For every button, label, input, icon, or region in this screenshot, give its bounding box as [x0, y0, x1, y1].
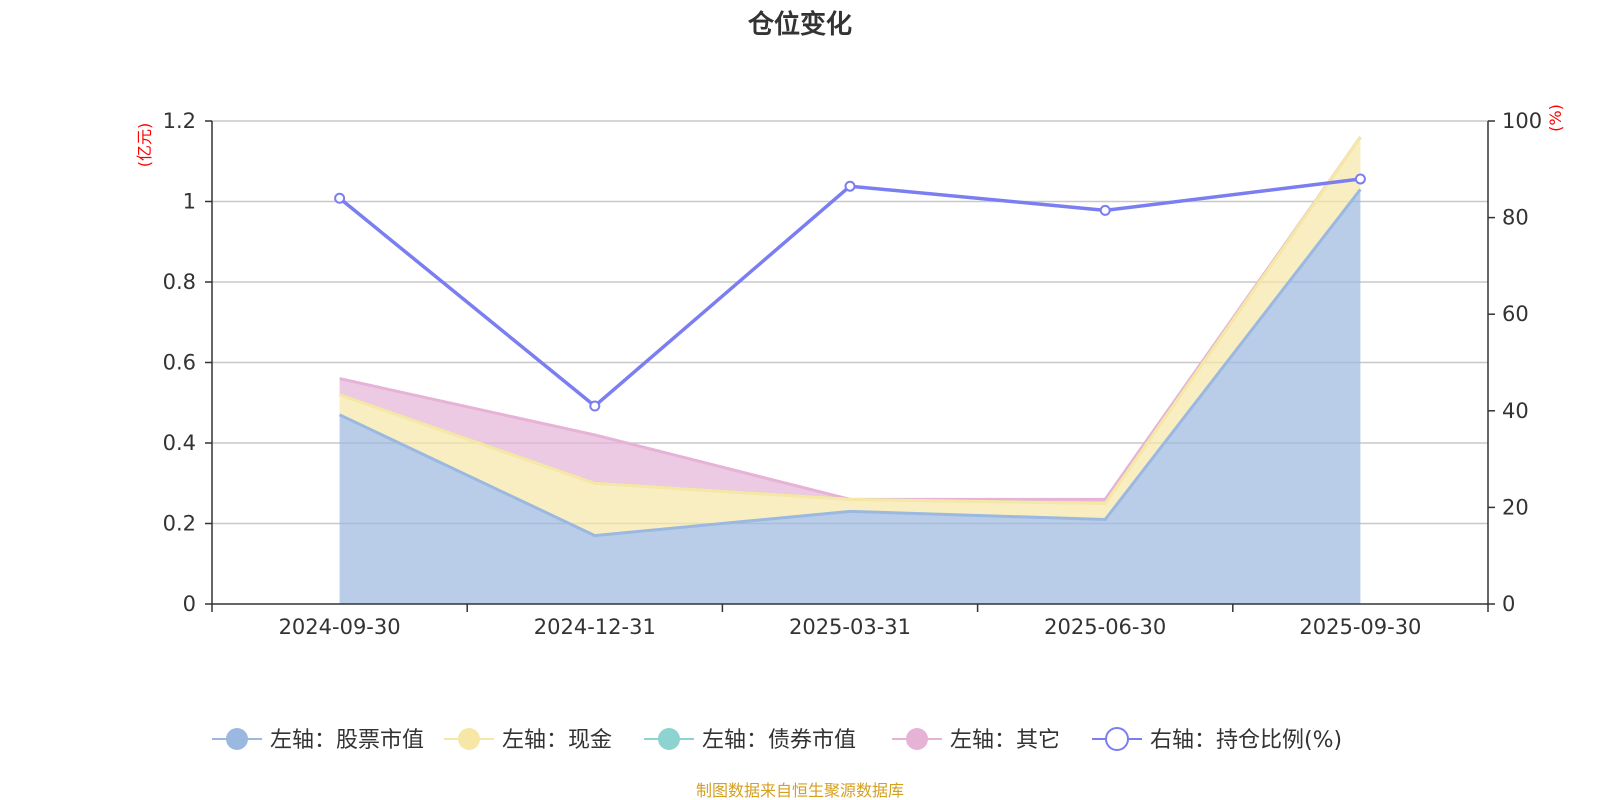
axes: 0 0.2 0.4 0.6 0.8 1 1.2 0 20 40 60 80 100 2024-09-30 2…	[163, 109, 1543, 639]
legend-label: 左轴：债券市值	[702, 728, 856, 753]
legend-marker	[658, 728, 680, 750]
left-axis-tick-label: 0.2	[163, 512, 196, 536]
ratio-point	[1354, 173, 1366, 185]
x-axis-tick-label: 2025-09-30	[1299, 615, 1421, 639]
area-edge-0	[338, 188, 1362, 538]
left-axis-tick-label: 0.4	[163, 431, 196, 455]
x-axis-tick-label: 2024-09-30	[279, 615, 401, 639]
left-axis-tick-label: 1.2	[163, 109, 196, 133]
legend-label: 右轴：持仓比例(%)	[1150, 728, 1342, 753]
left-axis-tick-label: 1	[183, 190, 196, 214]
area-0	[339, 189, 1361, 605]
legend: 左轴：股票市值 左轴：现金 左轴：债券市值 左轴：其它 右轴：持仓比例(%)	[212, 727, 1342, 753]
right-axis-tick-label: 40	[1502, 399, 1529, 423]
left-axis-unit: (亿元)	[135, 123, 154, 168]
right-axis-tick-label: 20	[1502, 495, 1529, 519]
legend-marker	[906, 728, 928, 750]
legend-label: 左轴：其它	[950, 728, 1060, 753]
legend-marker	[226, 728, 248, 750]
legend-label: 左轴：现金	[502, 728, 612, 753]
left-axis-tick-label: 0.6	[163, 351, 196, 375]
x-axis-tick-label: 2025-06-30	[1044, 615, 1166, 639]
ratio-point	[1099, 204, 1111, 216]
source-note: 制图数据来自恒生聚源数据库	[695, 781, 904, 800]
area-edge-1	[339, 136, 1362, 505]
legend-label: 左轴：股票市值	[270, 728, 424, 753]
right-axis-tick-label: 100	[1502, 109, 1542, 133]
x-axis-tick-label: 2024-12-31	[534, 615, 656, 639]
legend-marker	[458, 728, 480, 750]
ratio-point	[589, 400, 601, 412]
right-axis-tick-label: 60	[1502, 302, 1529, 326]
left-axis-tick-label: 0	[183, 592, 196, 616]
x-axis-tick-label: 2025-03-31	[789, 615, 911, 639]
chart-title: 仓位变化	[747, 10, 852, 40]
right-axis-tick-label: 80	[1502, 206, 1529, 230]
legend-marker	[1105, 727, 1129, 751]
position-ratio-line	[334, 173, 1366, 412]
ratio-point	[334, 192, 346, 204]
left-axis-tick-label: 0.8	[163, 270, 196, 294]
right-axis-unit: (%)	[1546, 104, 1565, 132]
ratio-point	[844, 180, 856, 192]
stacked-areas	[338, 136, 1362, 605]
right-axis-tick-label: 0	[1502, 592, 1515, 616]
